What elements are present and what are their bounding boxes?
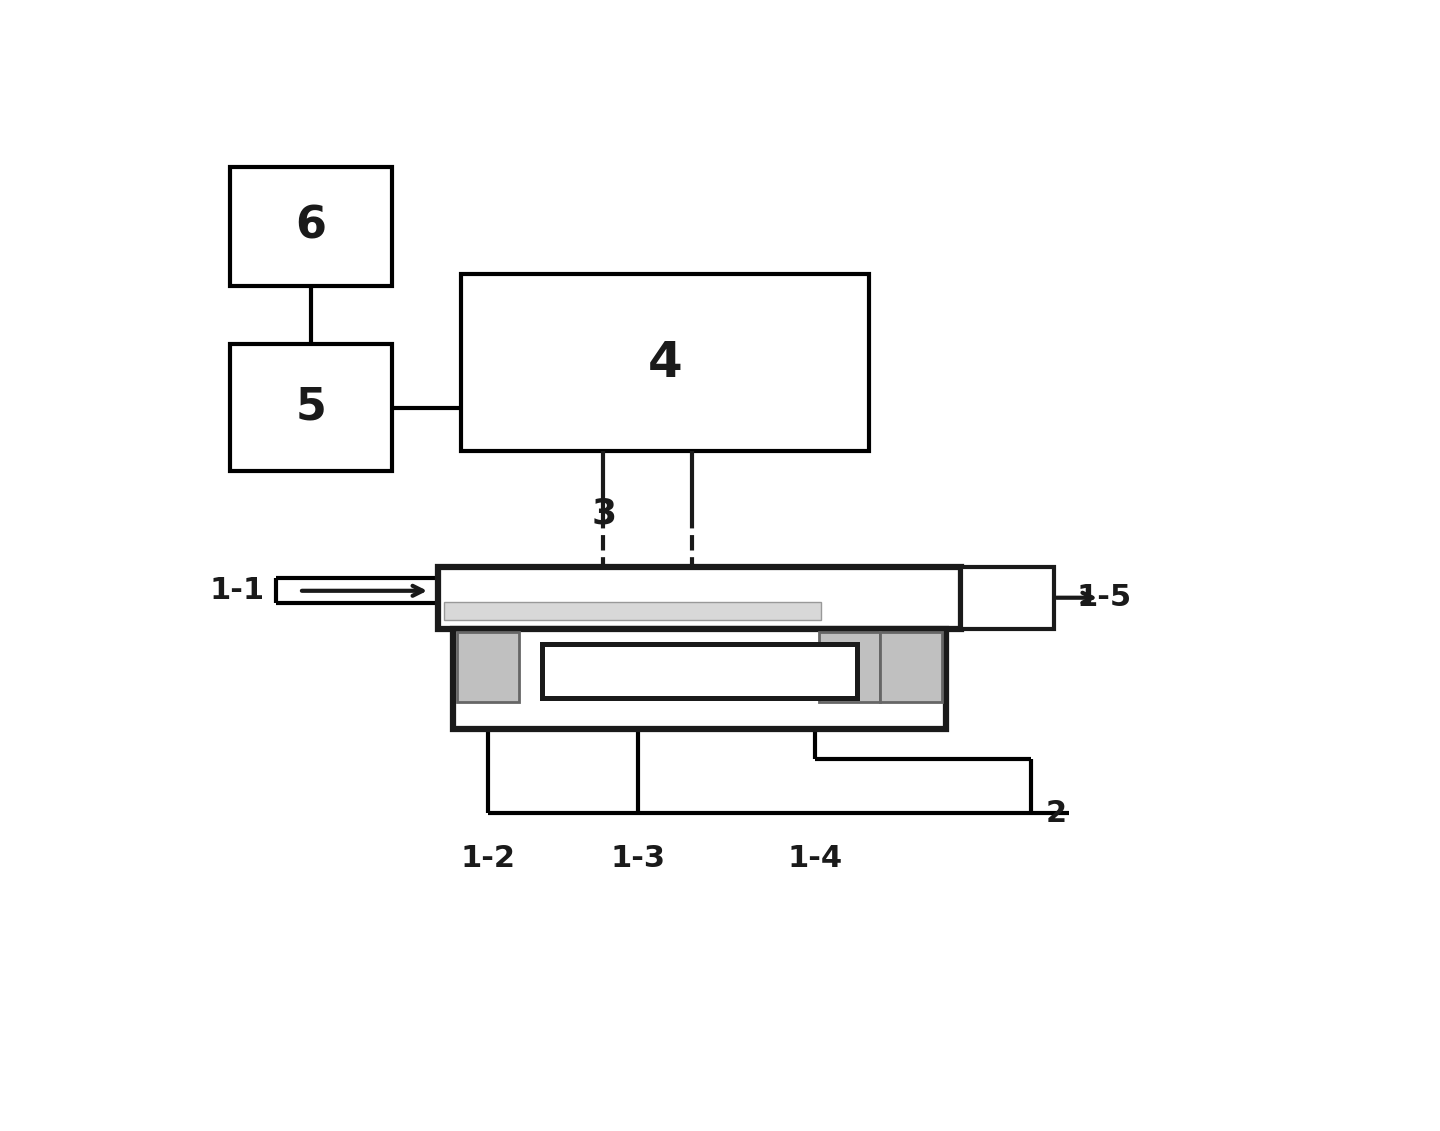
Text: 6: 6 <box>295 205 325 248</box>
Bar <box>230 166 392 286</box>
Text: 1-3: 1-3 <box>611 844 665 873</box>
Text: 2: 2 <box>1045 798 1067 828</box>
Bar <box>438 567 962 629</box>
Text: 1-5: 1-5 <box>1077 584 1132 612</box>
Bar <box>230 344 392 470</box>
Text: 5: 5 <box>295 386 325 429</box>
Bar <box>454 629 946 728</box>
Bar <box>819 632 880 701</box>
Text: 4: 4 <box>648 339 683 387</box>
Bar <box>962 567 1054 629</box>
Bar <box>541 644 857 698</box>
Text: 3: 3 <box>592 497 616 530</box>
Text: 1-1: 1-1 <box>209 577 265 605</box>
Text: 1-4: 1-4 <box>788 844 842 873</box>
Bar <box>444 602 821 620</box>
Bar <box>461 275 868 451</box>
Bar <box>456 632 518 701</box>
Text: 1-2: 1-2 <box>461 844 516 873</box>
Bar <box>880 632 942 701</box>
